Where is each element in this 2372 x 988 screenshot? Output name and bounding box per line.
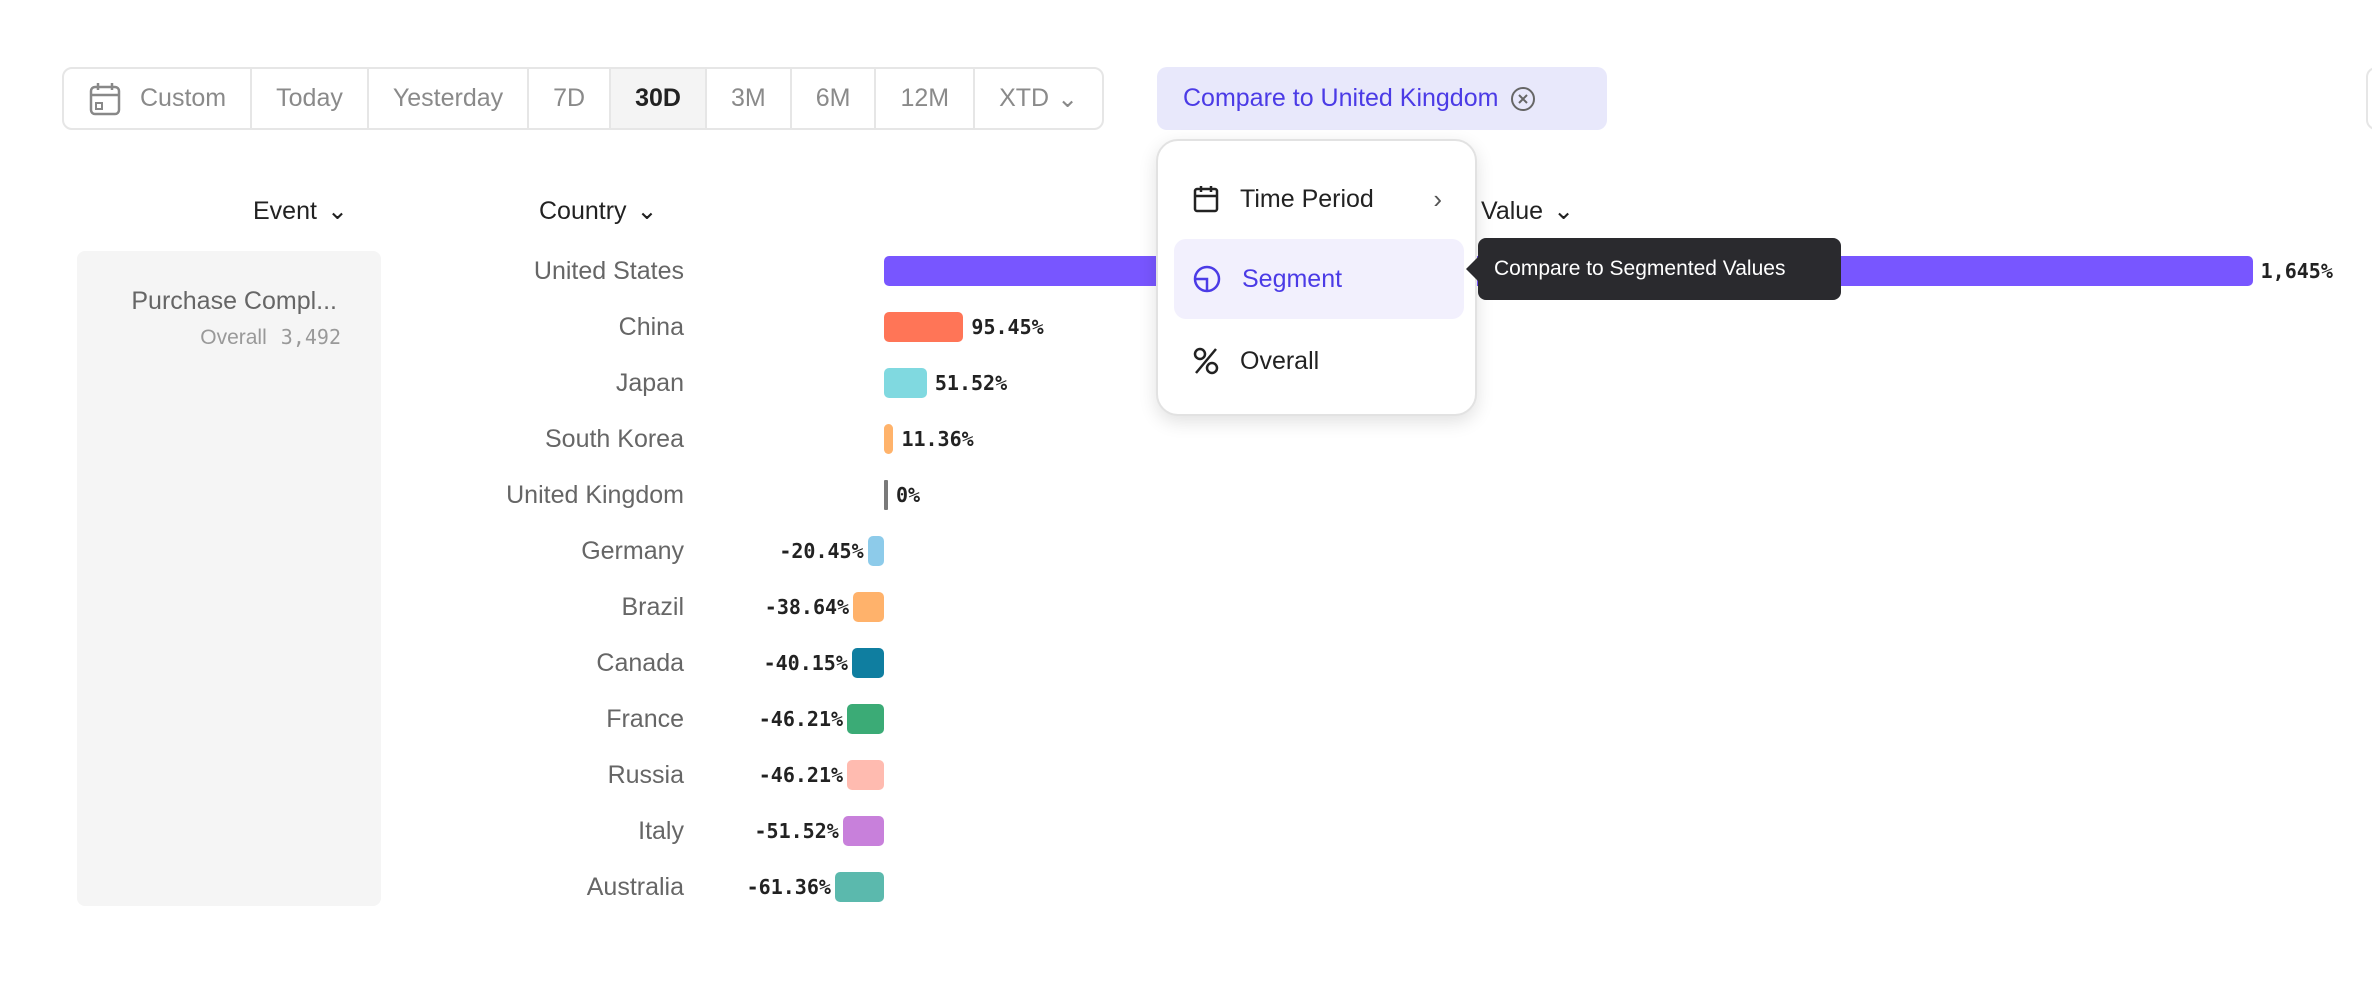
chart-row: Brazil -38.64% xyxy=(0,587,2372,643)
country-label: South Korea xyxy=(545,425,684,453)
event-header-label: Event xyxy=(253,196,317,225)
chart-row: Italy -51.52% xyxy=(0,811,2372,867)
percent-icon xyxy=(1193,347,1219,375)
value-label: 11.36% xyxy=(901,427,974,451)
range-custom[interactable]: Custom xyxy=(64,69,253,128)
tooltip: Compare to Segmented Values xyxy=(1466,238,1841,300)
range-12m[interactable]: 12M xyxy=(876,69,976,128)
menu-item-label: Overall xyxy=(1240,346,1320,375)
range-label: Custom xyxy=(140,84,227,112)
bar[interactable] xyxy=(884,480,888,510)
menu-item-time-period[interactable]: Time Period › xyxy=(1174,159,1464,239)
chevron-down-icon: ⌄ xyxy=(1553,197,1575,225)
bar[interactable] xyxy=(851,648,884,678)
bar[interactable] xyxy=(884,368,927,398)
value-label: -40.15% xyxy=(763,651,848,675)
compare-menu: Time Period › Segment Overall xyxy=(1156,139,1477,416)
country-label: Russia xyxy=(607,761,684,789)
chart-row: China 95.45% xyxy=(0,307,2372,363)
chart-row: United Kingdom 0% xyxy=(0,475,2372,531)
range-label: Yesterday xyxy=(392,84,504,112)
menu-item-overall[interactable]: Overall xyxy=(1174,321,1464,401)
value-label: 0% xyxy=(896,483,921,507)
calendar-icon xyxy=(89,82,121,115)
compare-label: Compare to United Kingdom xyxy=(1183,84,1499,112)
chevron-down-icon: ⌄ xyxy=(636,197,658,225)
bar[interactable] xyxy=(853,592,884,622)
event-column-header[interactable]: Event ⌄ xyxy=(253,196,348,226)
country-label: Japan xyxy=(615,369,684,397)
event-count: 3,492 xyxy=(280,325,341,349)
menu-item-label: Time Period xyxy=(1240,184,1374,213)
chevron-down-icon: ⌄ xyxy=(326,197,348,225)
bar[interactable] xyxy=(842,816,884,846)
chart-row: South Korea 11.36% xyxy=(0,419,2372,475)
bar[interactable] xyxy=(834,872,884,902)
event-summary: Overall 3,492 xyxy=(200,325,341,350)
range-3m[interactable]: 3M xyxy=(707,69,792,128)
event-panel[interactable]: Purchase Compl... Overall 3,492 xyxy=(77,251,381,906)
value-label: -61.36% xyxy=(746,875,831,899)
range-label: 3M xyxy=(730,84,766,112)
range-label: 12M xyxy=(900,84,950,112)
chart-row: Russia -46.21% xyxy=(0,755,2372,811)
value-label: -46.21% xyxy=(758,707,844,731)
country-label: Canada xyxy=(596,649,684,677)
chart-row: Japan 51.52% xyxy=(0,363,2372,419)
range-xtd[interactable]: XTD ⌄ xyxy=(975,69,1102,128)
country-label: China xyxy=(618,313,684,341)
value-column-header[interactable]: Value ⌄ xyxy=(1481,196,1574,226)
bar[interactable] xyxy=(847,704,884,734)
range-yesterday[interactable]: Yesterday xyxy=(369,69,530,128)
country-label: United Kingdom xyxy=(506,481,684,509)
value-label: 51.52% xyxy=(934,371,1008,395)
range-label: 6M xyxy=(815,84,851,112)
compare-button[interactable]: Compare to United Kingdom xyxy=(1157,67,1607,130)
country-label: France xyxy=(606,705,684,733)
date-range-toolbar: Custom Today Yesterday 7D 30D 3M 6M 12M XTD ⌄ xyxy=(62,67,1105,130)
chart-row: Germany -20.45% xyxy=(0,531,2372,587)
event-scope: Overall xyxy=(200,326,267,349)
menu-item-label: Segment xyxy=(1242,264,1343,293)
range-label: Today xyxy=(276,84,343,112)
country-label: Germany xyxy=(581,537,684,565)
country-label: United States xyxy=(533,257,684,285)
country-label: Italy xyxy=(638,817,684,845)
bar[interactable] xyxy=(867,536,884,566)
bar[interactable] xyxy=(847,760,884,790)
event-name: Purchase Compl... xyxy=(131,287,337,315)
range-today[interactable]: Today xyxy=(252,69,369,128)
range-30d[interactable]: 30D xyxy=(611,69,707,128)
range-label: 7D xyxy=(553,84,586,112)
range-label: XTD xyxy=(999,84,1050,112)
range-label: 30D xyxy=(635,84,681,112)
range-7d[interactable]: 7D xyxy=(529,69,612,128)
value-label: 95.45% xyxy=(971,315,1044,339)
value-label: -46.21% xyxy=(758,763,844,787)
chart-row: Australia -61.36% xyxy=(0,867,2372,923)
value-label: -20.45% xyxy=(779,539,864,563)
bar[interactable] xyxy=(884,424,894,454)
menu-item-segment[interactable]: Segment xyxy=(1174,239,1464,319)
segment-icon xyxy=(1193,265,1221,293)
chart-row: Canada -40.15% xyxy=(0,643,2372,699)
value-label: 1,645% xyxy=(2260,259,2333,283)
value-header-label: Value xyxy=(1481,196,1544,225)
country-label: Brazil xyxy=(621,593,684,621)
bar[interactable] xyxy=(884,312,964,342)
chevron-right-icon: › xyxy=(1433,183,1442,214)
country-label: Australia xyxy=(586,873,684,901)
country-header-label: Country xyxy=(539,196,627,225)
calendar-icon xyxy=(1193,186,1219,213)
chart-row: France -46.21% xyxy=(0,699,2372,755)
range-6m[interactable]: 6M xyxy=(792,69,877,128)
value-label: -38.64% xyxy=(764,595,850,619)
country-column-header[interactable]: Country ⌄ xyxy=(539,196,658,226)
toolbar-extra-button[interactable] xyxy=(2366,67,2372,130)
close-circle-icon[interactable] xyxy=(1510,86,1536,112)
value-label: -51.52% xyxy=(754,819,839,843)
chevron-down-icon: ⌄ xyxy=(1057,84,1079,113)
